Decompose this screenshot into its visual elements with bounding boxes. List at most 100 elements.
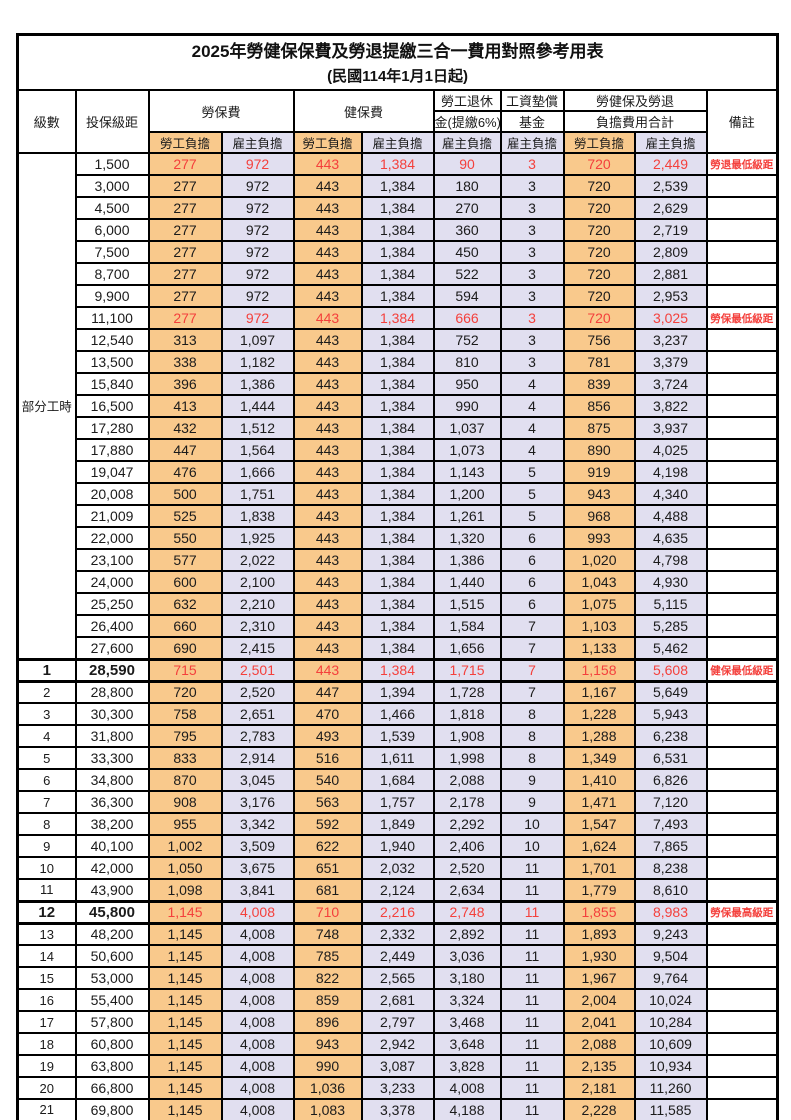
- wage-fund-employer-cell: 7: [499, 680, 565, 704]
- total-employee-cell: 720: [562, 174, 636, 198]
- pension-employer-cell: 2,520: [432, 856, 502, 880]
- health-employee-cell: 443: [292, 570, 363, 594]
- bracket-cell: 13,500: [74, 350, 150, 374]
- labor-employer-cell: 972: [220, 284, 295, 308]
- health-employer-cell: 3,233: [360, 1076, 435, 1100]
- header-row-2: 金(提繳6%) 基金 負擔費用合計: [18, 110, 778, 133]
- health-employer-cell: 1,684: [360, 768, 435, 792]
- labor-employer-cell: 1,512: [220, 416, 295, 440]
- health-employee-cell: 943: [292, 1032, 363, 1056]
- bracket-cell: 3,000: [74, 174, 150, 198]
- table-row: 12,540 313 1,097 443 1,384 752 3 756 3,237: [18, 328, 779, 352]
- labor-employer-cell: 4,008: [220, 988, 295, 1012]
- health-employee-cell: 443: [292, 306, 363, 330]
- remark-cell: [705, 372, 779, 396]
- total-employer-cell: 5,943: [633, 702, 708, 726]
- health-employer-cell: 1,384: [360, 438, 435, 462]
- bracket-cell: 40,100: [74, 834, 150, 858]
- remark-cell: [705, 922, 779, 946]
- labor-employer-cell: 972: [220, 218, 295, 242]
- header-pension-line1: 勞工退休: [432, 89, 502, 112]
- health-employee-cell: 443: [292, 504, 363, 528]
- total-employer-cell: 2,449: [633, 152, 708, 176]
- total-employee-cell: 1,075: [562, 592, 636, 616]
- total-employer-cell: 2,953: [633, 284, 708, 308]
- pension-employer-cell: 1,818: [432, 702, 502, 726]
- wage-fund-employer-cell: 9: [499, 790, 565, 814]
- health-employee-cell: 470: [292, 702, 363, 726]
- pension-employer-cell: 180: [432, 174, 502, 198]
- pension-employer-cell: 1,320: [432, 526, 502, 550]
- total-employee-cell: 1,701: [562, 856, 636, 880]
- labor-employer-cell: 972: [220, 152, 295, 176]
- labor-employee-cell: 577: [147, 548, 223, 572]
- health-employer-cell: 3,087: [360, 1054, 435, 1078]
- total-employee-cell: 919: [562, 460, 636, 484]
- pension-employer-cell: 2,634: [432, 878, 502, 902]
- bracket-cell: 63,800: [74, 1054, 150, 1078]
- table-body: 部分工時 1,500 277 972 443 1,384 90 3 720 2,449 勞退最低級距…: [16, 152, 779, 1120]
- remark-cell: [705, 570, 779, 594]
- health-employee-cell: 443: [292, 196, 363, 220]
- remark-cell: [705, 1032, 779, 1056]
- health-employer-cell: 2,124: [360, 878, 435, 902]
- health-employee-cell: 443: [292, 657, 363, 683]
- health-employer-cell: 1,384: [360, 350, 435, 374]
- health-employee-cell: 1,083: [292, 1098, 363, 1120]
- bracket-cell: 55,400: [74, 988, 150, 1012]
- health-employee-cell: 443: [292, 548, 363, 572]
- table-row: 1 28,590 715 2,501 443 1,384 1,715 7 1,158 5,608 健…: [16, 657, 779, 683]
- table-row: 部分工時 1,500 277 972 443 1,384 90 3 720 2,449 勞退最低級距: [16, 152, 779, 660]
- labor-employer-cell: 4,008: [220, 1054, 295, 1078]
- labor-employee-cell: 525: [147, 504, 223, 528]
- remark-cell: [705, 702, 779, 726]
- labor-employee-cell: 1,145: [147, 988, 223, 1012]
- labor-employer-cell: 3,045: [220, 768, 295, 792]
- header-pension-employer-share: 雇主負擔: [432, 131, 502, 154]
- wage-fund-employer-cell: 9: [499, 768, 565, 792]
- bracket-cell: 28,590: [74, 657, 150, 683]
- table-row: 23,100 577 2,022 443 1,384 1,386 6 1,020 4,798: [18, 548, 779, 572]
- pension-employer-cell: 950: [432, 372, 502, 396]
- remark-cell: [705, 284, 779, 308]
- bracket-cell: 8,700: [74, 262, 150, 286]
- table-row: 3 30,300 758 2,651 470 1,466 1,818 8 1,228 5,943: [16, 702, 779, 726]
- pension-employer-cell: 1,584: [432, 614, 502, 638]
- labor-employer-cell: 1,838: [220, 504, 295, 528]
- pension-employer-cell: 1,200: [432, 482, 502, 506]
- bracket-cell: 17,280: [74, 416, 150, 440]
- health-employer-cell: 1,757: [360, 790, 435, 814]
- pension-employer-cell: 1,073: [432, 438, 502, 462]
- table-row: 7 36,300 908 3,176 563 1,757 2,178 9 1,471 7,120: [16, 790, 779, 814]
- bracket-cell: 43,900: [74, 878, 150, 902]
- wage-fund-employer-cell: 7: [499, 636, 565, 660]
- pension-employer-cell: 1,440: [432, 570, 502, 594]
- wage-fund-employer-cell: 3: [499, 196, 565, 220]
- wage-fund-employer-cell: 6: [499, 548, 565, 572]
- total-employer-cell: 5,608: [633, 657, 708, 683]
- total-employer-cell: 5,462: [633, 636, 708, 660]
- bracket-cell: 38,200: [74, 812, 150, 836]
- health-employee-cell: 443: [292, 328, 363, 352]
- remark-cell: 健保最低級距: [705, 657, 779, 683]
- wage-fund-employer-cell: 3: [499, 240, 565, 264]
- wage-fund-employer-cell: 11: [499, 1098, 565, 1120]
- wage-fund-employer-cell: 3: [499, 152, 565, 176]
- labor-employee-cell: 277: [147, 306, 223, 330]
- labor-employee-cell: 1,145: [147, 966, 223, 990]
- remark-cell: [705, 768, 779, 792]
- health-employee-cell: 443: [292, 152, 363, 176]
- pension-employer-cell: 3,828: [432, 1054, 502, 1078]
- total-employee-cell: 839: [562, 372, 636, 396]
- total-employer-cell: 5,115: [633, 592, 708, 616]
- pension-employer-cell: 1,386: [432, 548, 502, 572]
- labor-employee-cell: 277: [147, 152, 223, 176]
- health-employee-cell: 443: [292, 592, 363, 616]
- bracket-cell: 69,800: [74, 1098, 150, 1120]
- health-employee-cell: 822: [292, 966, 363, 990]
- header-row-1: 級數 投保級距 勞保費 健保費 勞工退休 工資墊償 勞健保及勞退 備註: [16, 89, 779, 154]
- labor-employee-cell: 338: [147, 350, 223, 374]
- pension-employer-cell: 1,261: [432, 504, 502, 528]
- remark-cell: [705, 1098, 779, 1120]
